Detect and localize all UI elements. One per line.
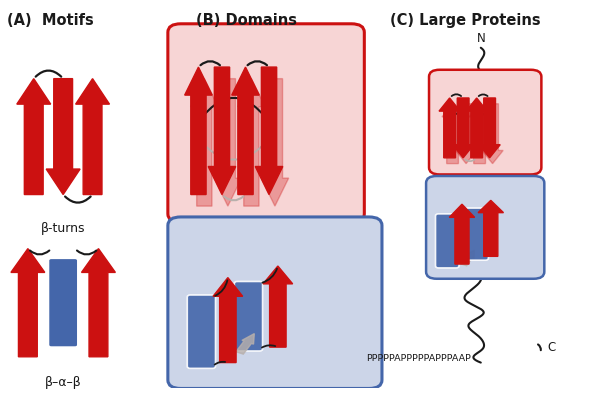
FancyArrow shape [442,104,463,163]
Text: PPPPPAPPPPPAPPPAAP: PPPPPAPPPPPAPPPAAP [366,354,471,363]
FancyArrow shape [238,79,265,206]
FancyBboxPatch shape [429,70,541,174]
FancyBboxPatch shape [426,176,544,279]
FancyArrow shape [469,104,490,163]
FancyBboxPatch shape [168,217,382,388]
FancyArrow shape [478,200,504,256]
FancyArrow shape [439,98,460,158]
Text: (A)  Motifs: (A) Motifs [7,13,94,28]
FancyArrow shape [449,204,475,264]
FancyArrow shape [255,67,283,195]
FancyArrow shape [213,277,243,363]
FancyArrow shape [76,79,109,195]
FancyBboxPatch shape [436,214,459,268]
FancyArrow shape [236,334,254,354]
FancyArrow shape [263,266,293,347]
Text: β-turns: β-turns [41,222,86,235]
FancyArrow shape [11,249,45,357]
FancyArrow shape [456,104,477,163]
Text: (B) Domains: (B) Domains [196,13,297,28]
FancyArrow shape [82,249,115,357]
FancyArrow shape [208,67,236,195]
Text: β–α–β: β–α–β [45,376,82,389]
Text: N: N [476,32,485,45]
FancyArrow shape [214,79,242,206]
FancyArrow shape [461,250,475,266]
FancyArrow shape [261,79,288,206]
FancyArrow shape [466,98,487,158]
FancyArrow shape [479,98,500,158]
Text: (C) Large Proteins: (C) Large Proteins [389,13,540,28]
FancyArrow shape [453,98,474,158]
FancyBboxPatch shape [187,295,216,368]
Text: C: C [547,341,556,354]
FancyArrow shape [46,79,80,195]
FancyArrow shape [482,104,503,163]
FancyArrow shape [190,79,218,206]
FancyArrow shape [17,79,51,195]
FancyBboxPatch shape [465,208,488,260]
FancyBboxPatch shape [168,24,364,222]
FancyBboxPatch shape [48,258,78,347]
FancyBboxPatch shape [234,281,262,351]
FancyArrow shape [184,67,212,195]
FancyArrow shape [232,67,259,195]
